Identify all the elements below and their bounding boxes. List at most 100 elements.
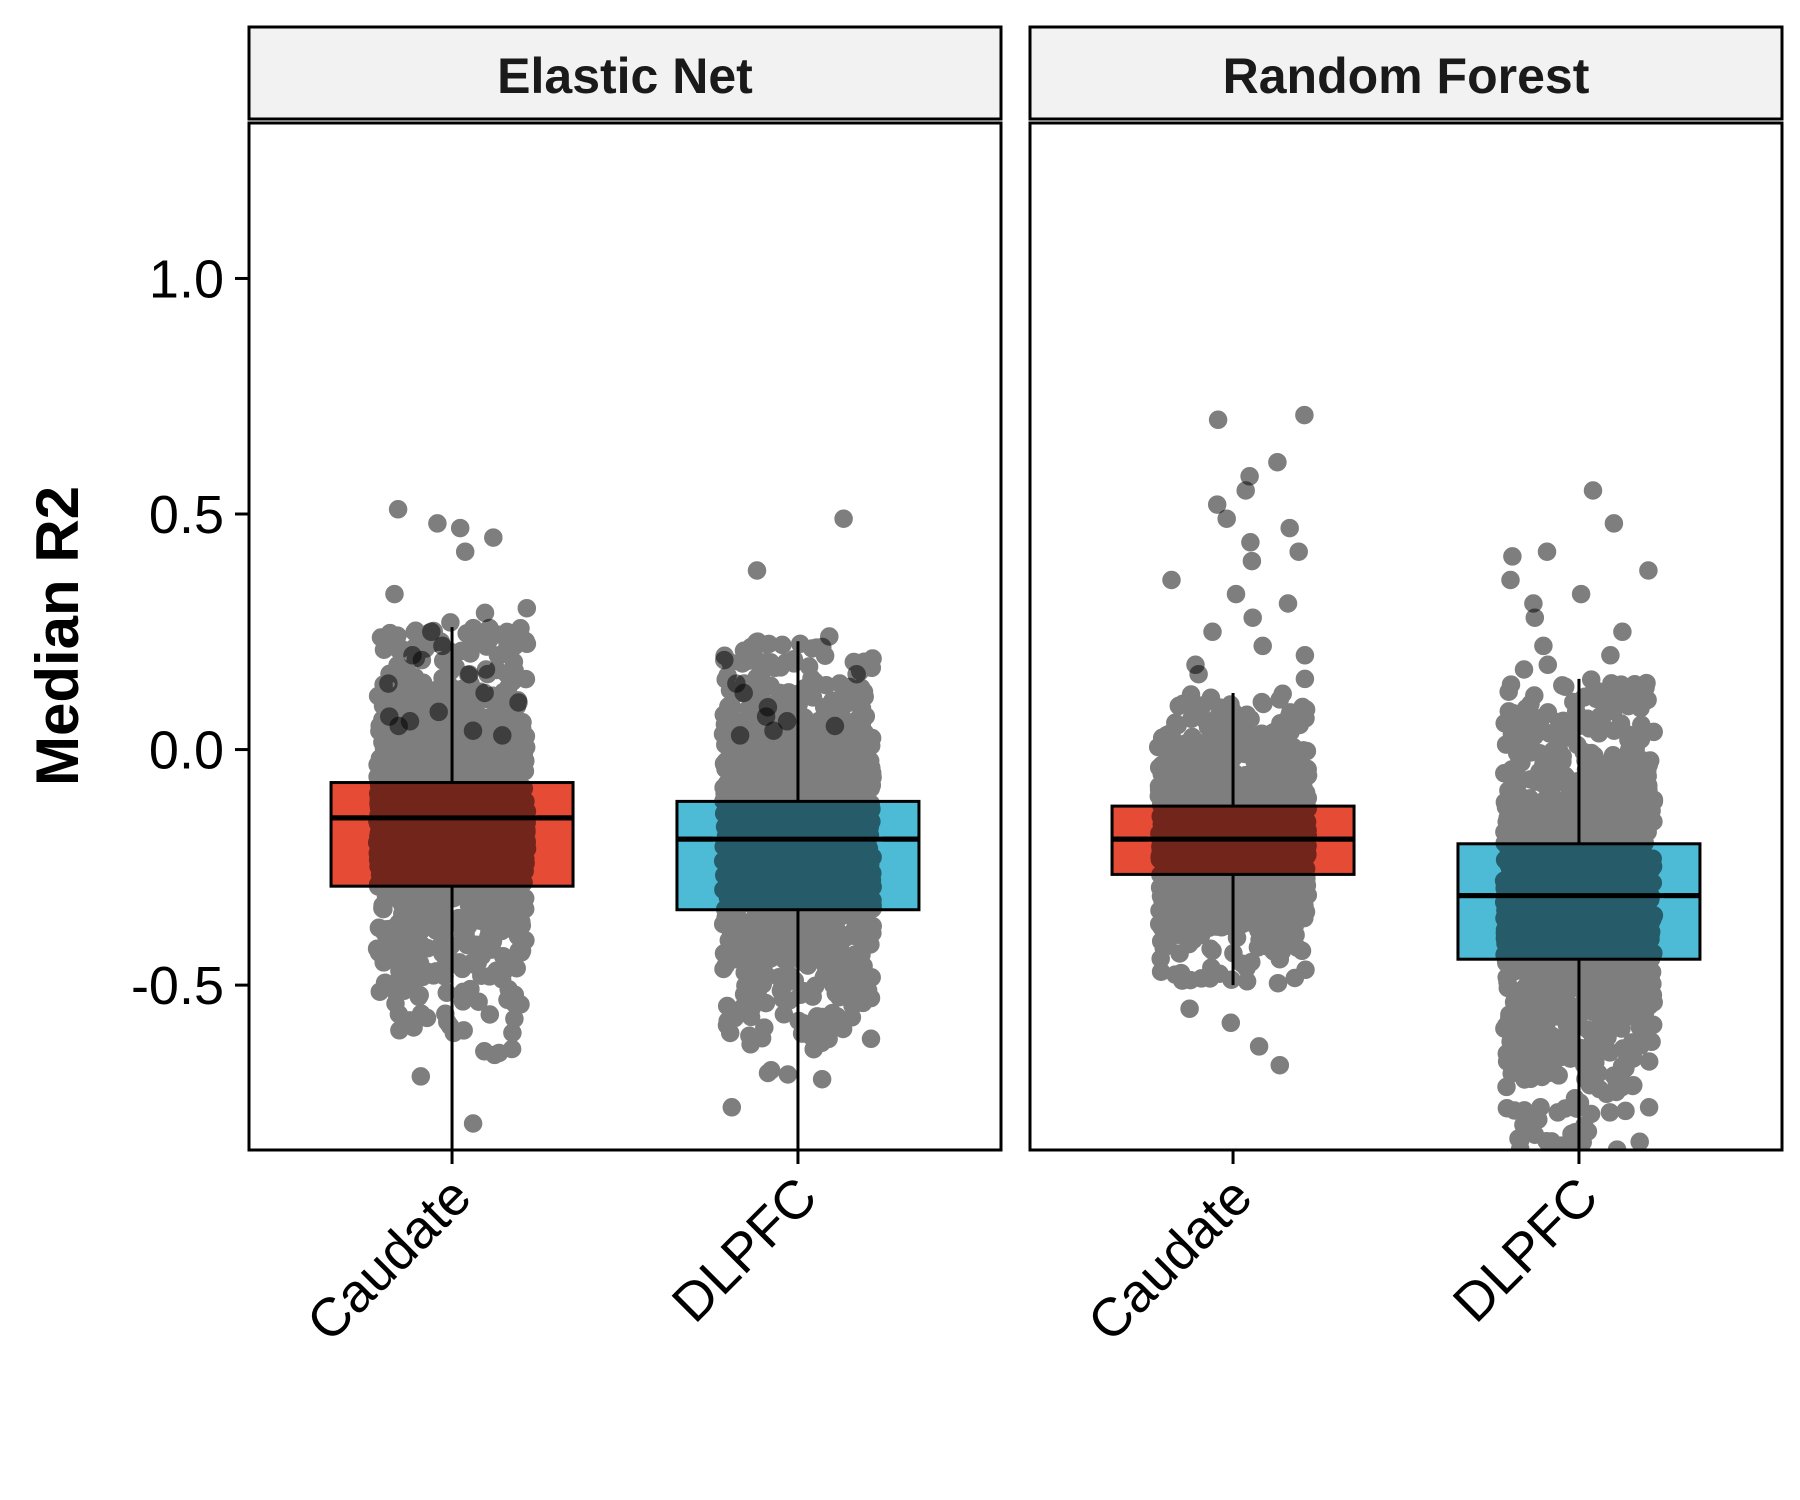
data-point (812, 1033, 831, 1053)
data-point (469, 848, 489, 867)
data-point (717, 715, 737, 734)
data-point (831, 797, 851, 816)
data-point (503, 1023, 522, 1043)
data-point (1204, 797, 1224, 817)
data-point (1291, 783, 1310, 802)
data-point (1210, 964, 1229, 983)
data-point (724, 799, 744, 819)
data-point (1216, 842, 1236, 861)
panel-frame (247, 121, 1003, 1152)
outlier-point (517, 598, 537, 618)
data-point (792, 1024, 812, 1043)
data-point (808, 827, 827, 846)
panel-marks (1110, 405, 1702, 1150)
data-point (727, 910, 747, 930)
jitter-points (1494, 670, 1664, 1150)
data-point (389, 1004, 409, 1024)
outlier-point (422, 622, 441, 642)
data-point (815, 966, 834, 986)
data-point (1240, 797, 1259, 816)
data-point (458, 743, 478, 763)
data-point (755, 762, 774, 781)
outlier-point (734, 683, 753, 703)
data-point (414, 837, 434, 857)
data-point (1172, 838, 1192, 858)
data-point (1600, 1103, 1620, 1122)
outlier-point (1280, 518, 1299, 538)
data-point (369, 943, 389, 962)
outlier-point (1253, 636, 1272, 656)
data-point (1218, 816, 1237, 835)
data-point (845, 854, 865, 874)
data-point (812, 733, 832, 753)
outlier-point (1249, 1037, 1269, 1056)
data-point (787, 867, 807, 886)
jitter-points (713, 632, 882, 1117)
outlier-point (463, 721, 483, 740)
outlier-point (1217, 509, 1236, 528)
data-point (419, 801, 439, 820)
outlier-point (1243, 608, 1262, 627)
data-point (476, 819, 496, 838)
outlier-point (1278, 594, 1298, 613)
data-point (403, 857, 423, 876)
data-point (811, 842, 831, 862)
outlier-point (493, 726, 512, 745)
data-point (1225, 728, 1244, 747)
data-point (815, 646, 835, 665)
data-point (441, 772, 461, 792)
data-point (410, 985, 429, 1005)
data-point (830, 987, 849, 1007)
data-point (762, 779, 781, 799)
data-point (411, 1067, 431, 1086)
data-point (850, 761, 870, 781)
data-point (830, 674, 849, 693)
data-point (760, 861, 780, 881)
data-point (1195, 831, 1214, 850)
outlier-point (1189, 664, 1208, 684)
data-point (1161, 853, 1181, 872)
data-point (466, 937, 486, 957)
data-point (799, 657, 819, 676)
data-point (717, 815, 736, 834)
data-point (787, 922, 806, 942)
data-point (1224, 943, 1243, 963)
facet-title: Random Forest (1223, 48, 1590, 104)
outlier-point (433, 636, 452, 656)
facet-panel-random-forest: Random Forest (1028, 25, 1784, 1152)
data-point (1252, 692, 1272, 712)
data-point (795, 799, 815, 818)
data-point (457, 827, 477, 846)
data-point (397, 957, 417, 977)
facet-title: Elastic Net (497, 48, 753, 104)
outlier-point (756, 707, 776, 726)
facet-strip (247, 25, 1003, 121)
data-point (512, 841, 532, 861)
y-tick-label: 0.0 (149, 721, 224, 781)
outlier-point (509, 693, 528, 712)
data-point (438, 817, 457, 836)
data-point (476, 630, 496, 650)
data-point (861, 1029, 881, 1049)
data-point (381, 794, 400, 814)
panel-frame (1028, 121, 1784, 1152)
data-point (776, 770, 796, 790)
data-point (423, 903, 443, 922)
data-point (492, 885, 512, 905)
data-point (1294, 741, 1313, 760)
outlier-point (1221, 1013, 1241, 1033)
data-point (1581, 670, 1601, 689)
data-point (740, 850, 759, 870)
data-point (469, 992, 488, 1011)
data-point (410, 890, 430, 909)
outlier-point (777, 712, 797, 731)
data-point (452, 918, 472, 938)
data-point (781, 840, 800, 859)
data-point (1239, 862, 1259, 881)
data-point (1220, 874, 1240, 893)
data-point (1295, 908, 1314, 928)
data-point (857, 926, 877, 946)
outlier-point (847, 664, 866, 684)
data-point (1234, 903, 1254, 922)
outlier-point (484, 528, 503, 547)
